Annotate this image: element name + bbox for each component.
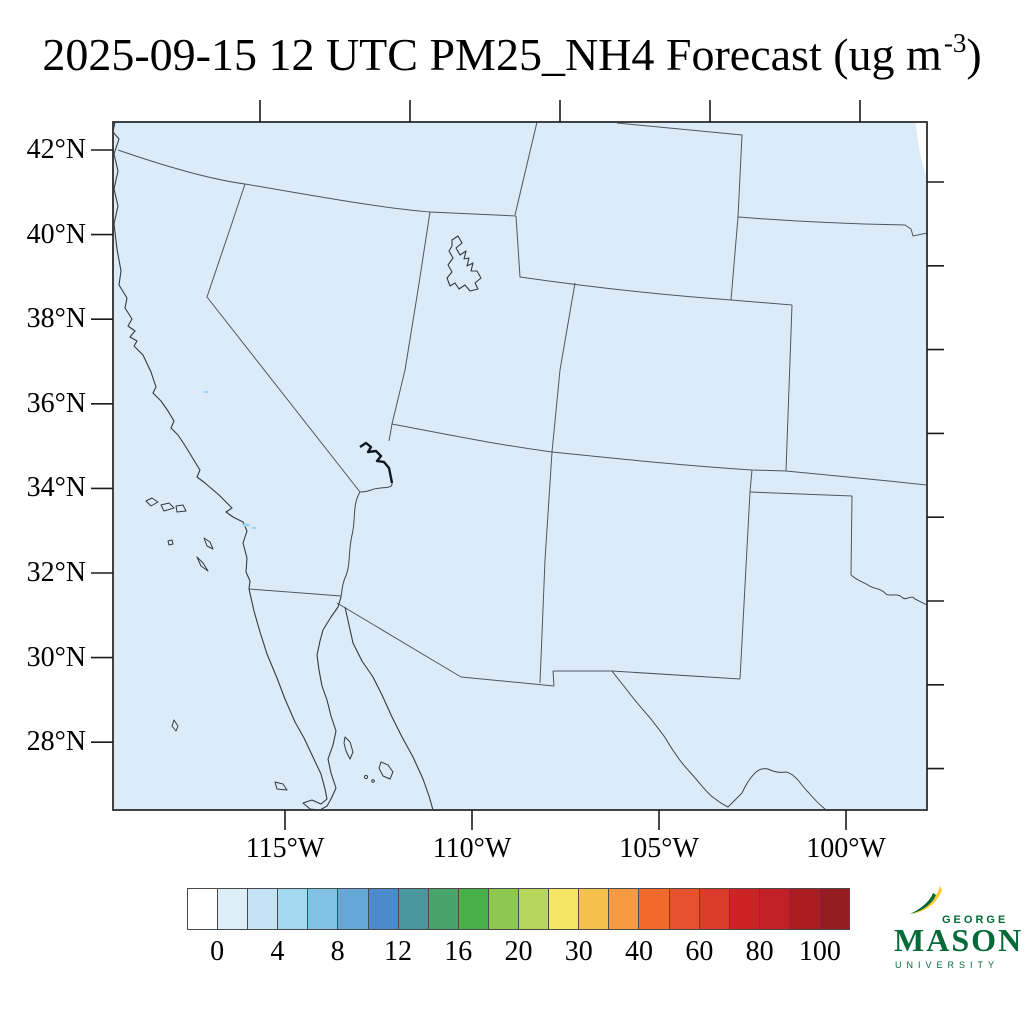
colorbar-tick-label: 80 xyxy=(745,936,774,967)
colorbar xyxy=(187,888,850,930)
colorbar-tick-label: 30 xyxy=(564,936,593,967)
axis-ticks xyxy=(91,100,944,830)
flame-icon xyxy=(910,886,942,914)
california-coast xyxy=(113,122,251,590)
colorbar-segment xyxy=(368,889,399,929)
colorbar-tick-label: 4 xyxy=(270,936,285,967)
colorbar-segment xyxy=(639,889,670,929)
colorbar-segment xyxy=(338,889,369,929)
lat-tick-label: 36°N xyxy=(26,387,86,419)
colorbar-segment xyxy=(218,889,249,929)
colorbar-segment xyxy=(488,889,520,929)
baja-california-coast xyxy=(248,588,342,810)
colorbar-segment xyxy=(549,889,580,929)
logo-mason: MASON xyxy=(894,922,1024,958)
sonora-coast xyxy=(344,606,434,810)
colorbar-segment xyxy=(729,889,760,929)
lat-tick-label: 32°N xyxy=(26,557,86,588)
logo-george: GEORGE xyxy=(942,914,1009,926)
title-text: 2025-09-15 12 UTC PM25_NH4 Forecast (ug … xyxy=(42,29,942,80)
colorbar-segment xyxy=(308,889,339,929)
logo-university: UNIVERSITY xyxy=(895,960,1000,970)
colorbar-tick-label: 8 xyxy=(330,936,345,967)
page-title: 2025-09-15 12 UTC PM25_NH4 Forecast (ug … xyxy=(0,28,1024,81)
colorbar-tick-label: 60 xyxy=(685,936,714,967)
colorbar-segment xyxy=(278,889,309,929)
colorbar-tick-label: 20 xyxy=(504,936,533,967)
great-salt-lake xyxy=(446,235,482,292)
colorbar-segment xyxy=(759,889,790,929)
colorbar-segment xyxy=(428,889,459,929)
colorbar-segment xyxy=(248,889,279,929)
colorbar-tick-label: 0 xyxy=(210,936,225,967)
lon-tick-label: 105°W xyxy=(619,833,699,864)
colorado-river xyxy=(340,491,361,598)
colorbar-segment xyxy=(699,889,730,929)
lat-tick-label: 42°N xyxy=(26,134,86,165)
colorbar-tick-label: 12 xyxy=(383,936,412,967)
lon-tick-label: 100°W xyxy=(806,833,886,864)
title-exponent: -3 xyxy=(943,28,967,58)
lon-tick-label: 110°W xyxy=(432,833,512,864)
lake-mead xyxy=(359,441,394,484)
lon-tick-label: 115°W xyxy=(245,833,325,864)
colorbar-tick-label: 40 xyxy=(625,936,654,967)
colorbar-tick-label: 16 xyxy=(444,936,473,967)
colorbar-segment xyxy=(398,889,429,929)
water-flecks xyxy=(203,390,257,530)
colorbar-segment xyxy=(579,889,610,929)
coastlines xyxy=(113,122,434,810)
title-close-paren: ) xyxy=(966,29,982,80)
state-boundaries xyxy=(117,122,927,687)
lat-tick-label: 38°N xyxy=(26,303,86,335)
gmu-logo: GEORGE MASON UNIVERSITY xyxy=(892,886,1021,980)
lat-tick-label: 28°N xyxy=(26,726,86,758)
colorbar-tick-label: 100 xyxy=(798,936,841,967)
red-river xyxy=(850,574,927,606)
map-background xyxy=(113,122,927,810)
colorbar-segment xyxy=(458,889,489,929)
colorado-river-below-mead xyxy=(359,482,393,493)
lat-tick-label: 34°N xyxy=(26,472,86,504)
colorbar-segment xyxy=(519,889,550,929)
rio-grande xyxy=(611,670,826,810)
colorbar-segment xyxy=(188,889,219,929)
colorbar-segment xyxy=(789,889,820,929)
map-frame xyxy=(112,121,928,811)
lat-tick-label: 30°N xyxy=(26,641,86,673)
lat-tick-label: 40°N xyxy=(26,218,86,250)
islands xyxy=(145,497,394,791)
no-data-wedge xyxy=(916,122,927,176)
colorbar-segment xyxy=(609,889,640,929)
colorbar-segment xyxy=(669,889,700,929)
rivers xyxy=(340,482,927,810)
colorbar-segment xyxy=(819,889,850,929)
